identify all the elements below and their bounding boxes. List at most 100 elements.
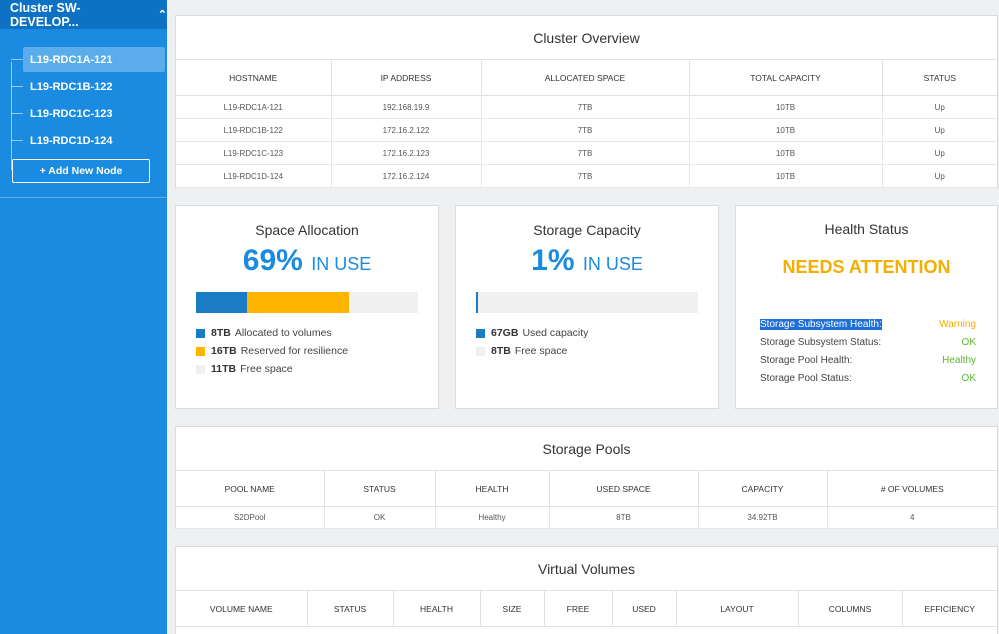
column-header[interactable]: STATUS bbox=[882, 59, 997, 96]
table-cell: 172.16.2.123 bbox=[331, 141, 482, 165]
table-cell: L19-RDC1A-121 bbox=[176, 95, 332, 119]
column-header[interactable]: HOSTNAME bbox=[176, 59, 332, 96]
node-tree: L19-RDC1A-121 L19-RDC1B-122 L19-RDC1C-12… bbox=[0, 29, 167, 198]
bar-segment bbox=[196, 292, 248, 313]
storage-pools-table: POOL NAME STATUS HEALTH USED SPACE CAPAC… bbox=[176, 470, 997, 529]
table-cell: Up bbox=[882, 164, 997, 188]
table-row[interactable]: L19-RDC1D-124 172.16.2.124 7TB 10TB Up bbox=[176, 164, 997, 188]
legend-item: 11TB Free space bbox=[196, 360, 348, 378]
storage-usage-bar bbox=[476, 292, 698, 313]
tree-branch bbox=[11, 113, 23, 114]
node-label: L19-RDC1C-123 bbox=[30, 107, 113, 120]
storage-in-use-label: IN USE bbox=[582, 254, 643, 274]
legend-value: 8TB bbox=[491, 345, 511, 357]
health-item: Storage Pool Health: Healthy bbox=[760, 351, 976, 369]
health-details: Storage Subsystem Health: Warning Storage … bbox=[760, 315, 976, 387]
legend-label: Free space bbox=[240, 363, 293, 375]
table-row[interactable]: L19-RDC1A-121 192.168.19.9 7TB 10TB Up bbox=[176, 95, 997, 119]
node-label: L19-RDC1D-124 bbox=[30, 134, 113, 147]
space-legend: 8TB Allocated to volumes 16TB Reserved for … bbox=[196, 324, 348, 378]
legend-item: 16TB Reserved for resilience bbox=[196, 342, 348, 360]
table-cell: Healthy bbox=[435, 506, 550, 529]
virtual-volumes-title: Virtual Volumes bbox=[537, 561, 635, 577]
column-header[interactable]: STATUS bbox=[307, 590, 394, 627]
column-header[interactable]: CAPACITY bbox=[698, 470, 828, 507]
cluster-header[interactable]: Cluster SW-DEVELOP... ⌃ bbox=[0, 0, 167, 29]
storage-capacity-title: Storage Capacity bbox=[533, 222, 641, 238]
node-label: L19-RDC1B-122 bbox=[30, 80, 113, 93]
tree-line bbox=[11, 62, 12, 170]
health-status-value: NEEDS ATTENTION bbox=[782, 257, 951, 277]
table-cell: Up bbox=[882, 118, 997, 142]
health-value: Warning bbox=[939, 318, 976, 330]
column-header[interactable]: VOLUME NAME bbox=[176, 590, 308, 627]
legend-item: 67GB Used capacity bbox=[476, 324, 588, 342]
column-header[interactable]: TOTAL CAPACITY bbox=[689, 59, 883, 96]
sidebar-node-l19-rdc1c-123[interactable]: L19-RDC1C-123 bbox=[0, 101, 167, 126]
storage-pools-card: Storage Pools POOL NAME STATUS HEALTH US… bbox=[175, 426, 998, 529]
column-header[interactable]: SIZE bbox=[480, 590, 545, 627]
legend-item: 8TB Free space bbox=[476, 342, 588, 360]
tree-branch bbox=[11, 140, 23, 141]
table-row[interactable]: L19-RDC1C-123 172.16.2.123 7TB 10TB Up bbox=[176, 141, 997, 165]
storage-pools-title: Storage Pools bbox=[542, 441, 631, 457]
column-header[interactable]: POOL NAME bbox=[176, 470, 325, 507]
tree-branch bbox=[11, 59, 23, 60]
column-header[interactable]: HEALTH bbox=[435, 470, 550, 507]
table-cell: 4 bbox=[827, 506, 997, 529]
column-header[interactable]: USED SPACE bbox=[549, 470, 699, 507]
storage-percent: 1% bbox=[531, 244, 575, 277]
bar-segment bbox=[247, 292, 350, 313]
table-cell: 10TB bbox=[689, 141, 883, 165]
sidebar-node-l19-rdc1b-122[interactable]: L19-RDC1B-122 bbox=[0, 74, 167, 99]
table-cell: Up bbox=[882, 141, 997, 165]
column-header[interactable]: USED bbox=[612, 590, 677, 627]
table-cell: OK bbox=[324, 506, 436, 529]
health-label: Storage Pool Status: bbox=[760, 372, 852, 384]
health-item: Storage Subsystem Status: OK bbox=[760, 333, 976, 351]
health-value: OK bbox=[961, 372, 976, 384]
column-header[interactable]: HEALTH bbox=[393, 590, 481, 627]
table-cell: Up bbox=[882, 95, 997, 119]
legend-item: 8TB Allocated to volumes bbox=[196, 324, 348, 342]
column-header[interactable]: FREE bbox=[544, 590, 613, 627]
legend-value: 67GB bbox=[491, 327, 519, 339]
legend-label: Allocated to volumes bbox=[234, 327, 332, 339]
table-row[interactable]: L19-RDC1B-122 172.16.2.122 7TB 10TB Up bbox=[176, 118, 997, 142]
add-new-node-button[interactable]: + Add New Node bbox=[12, 159, 150, 183]
health-label: Storage Pool Health: bbox=[760, 354, 853, 366]
column-header[interactable]: # OF VOLUMES bbox=[827, 470, 997, 507]
health-item: Storage Subsystem Health: Warning bbox=[760, 315, 976, 333]
sidebar-node-l19-rdc1d-124[interactable]: L19-RDC1D-124 bbox=[0, 128, 167, 153]
health-label: Storage Subsystem Health: bbox=[760, 318, 882, 330]
table-header-row: HOSTNAME IP ADDRESS ALLOCATED SPACE TOTA… bbox=[176, 59, 997, 96]
legend-value: 11TB bbox=[211, 363, 237, 375]
legend-value: 16TB bbox=[211, 345, 237, 357]
column-header[interactable]: ALLOCATED SPACE bbox=[481, 59, 690, 96]
cluster-overview-title: Cluster Overview bbox=[533, 30, 640, 46]
health-value: Healthy bbox=[942, 354, 976, 366]
space-allocation-card: Space Allocation 69% IN USE 8TB Allocated… bbox=[175, 205, 439, 409]
table-cell: 7TB bbox=[481, 164, 690, 188]
table-cell: S2DPool bbox=[176, 506, 325, 529]
table-cell: 7TB bbox=[481, 118, 690, 142]
virtual-volumes-card: Virtual Volumes VOLUME NAME STATUS HEALT… bbox=[175, 546, 998, 634]
chevron-up-icon[interactable]: ⌃ bbox=[157, 9, 167, 21]
column-header[interactable]: STATUS bbox=[324, 470, 436, 507]
table-row[interactable]: S2DPool OK Healthy 8TB 34.92TB 4 bbox=[176, 506, 997, 529]
column-header[interactable]: EFFICIENCY bbox=[902, 590, 997, 627]
health-status-title: Health Status bbox=[824, 221, 909, 237]
table-cell: 8TB bbox=[549, 506, 699, 529]
space-usage-bar bbox=[196, 292, 418, 313]
space-percent: 69% bbox=[242, 244, 303, 277]
table-cell: 172.16.2.124 bbox=[331, 164, 482, 188]
column-header[interactable]: COLUMNS bbox=[798, 590, 903, 627]
legend-value: 8TB bbox=[211, 327, 231, 339]
column-header[interactable]: LAYOUT bbox=[676, 590, 799, 627]
table-header-row: VOLUME NAME STATUS HEALTH SIZE FREE USED… bbox=[176, 590, 997, 627]
column-header[interactable]: IP ADDRESS bbox=[331, 59, 482, 96]
virtual-volumes-table: VOLUME NAME STATUS HEALTH SIZE FREE USED… bbox=[176, 590, 997, 627]
space-usage-readout: 69% IN USE bbox=[176, 244, 438, 278]
sidebar-node-l19-rdc1a-121[interactable]: L19-RDC1A-121 bbox=[11, 47, 165, 72]
table-cell: 172.16.2.122 bbox=[331, 118, 482, 142]
